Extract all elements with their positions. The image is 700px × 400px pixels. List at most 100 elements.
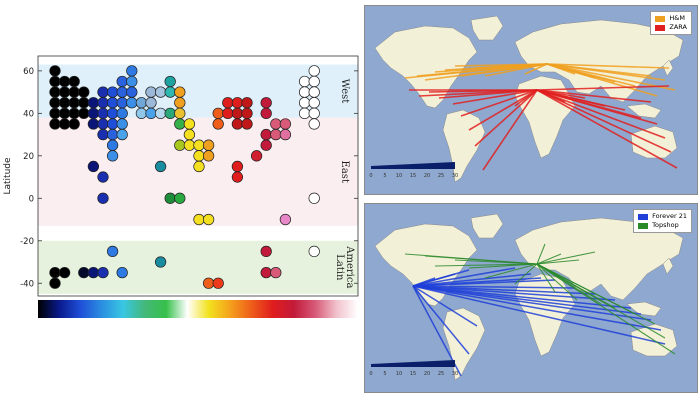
- scatter-point: [49, 277, 61, 289]
- scatter-point: [116, 107, 128, 119]
- scatter-point: [202, 150, 215, 162]
- flow-line: [460, 89, 538, 117]
- scatter-point: [97, 192, 109, 204]
- y-tick-label: 20: [23, 152, 34, 162]
- scatter-point: [231, 171, 244, 183]
- scatter-point: [174, 139, 186, 151]
- scatter-point: [174, 97, 186, 109]
- scatter-point: [49, 65, 61, 77]
- landmass-africa: [514, 273, 576, 357]
- scatter-point: [241, 107, 253, 119]
- y-tick-label: -20: [20, 237, 34, 247]
- scatter-point: [49, 75, 61, 88]
- scatter-point: [279, 128, 292, 141]
- landmass-eurasia: [514, 19, 684, 103]
- scatter-point: [154, 160, 167, 173]
- scatter-point: [58, 266, 71, 279]
- scatter-point: [183, 139, 196, 151]
- scatter-point: [126, 65, 138, 77]
- scatter-point: [49, 97, 61, 109]
- scatter-point: [97, 266, 109, 279]
- scale-tick-label: 10: [396, 371, 402, 377]
- scatter-point: [174, 86, 186, 98]
- flow-line: [514, 263, 538, 285]
- y-tick-label: -40: [20, 279, 34, 289]
- scatter-point: [231, 107, 244, 119]
- scatter-point: [270, 118, 282, 130]
- scatter-point: [212, 277, 224, 289]
- region-label-text: East: [339, 161, 350, 183]
- legend-item-topshop: Topshop: [638, 221, 687, 230]
- scatter-point: [87, 266, 100, 279]
- flow-line: [474, 89, 538, 147]
- landmass-southeast-asia: [626, 103, 662, 119]
- flow-line: [412, 267, 516, 287]
- scatter-point: [174, 192, 186, 204]
- scatter-point: [212, 118, 224, 130]
- region-label: West: [339, 79, 350, 104]
- y-tick-label: 60: [23, 67, 34, 77]
- scatter-point: [260, 107, 272, 119]
- flow-line: [438, 89, 538, 99]
- world-map-bottom: 0 5 10 15 20 25 30: [369, 213, 684, 381]
- scatter-point: [260, 97, 272, 109]
- scatter-point: [97, 107, 109, 119]
- scatter-point: [308, 107, 320, 119]
- scatter-point: [116, 128, 128, 141]
- scatter-point: [49, 86, 61, 98]
- scatter-point: [106, 139, 119, 151]
- scatter-point: [193, 213, 205, 226]
- scatter-point: [202, 277, 215, 289]
- legend-swatch-topshop: [638, 222, 649, 229]
- scale-tick-label: 25: [438, 371, 444, 377]
- flow-line: [412, 285, 652, 321]
- legend-label-topshop: Topshop: [652, 221, 679, 229]
- scatter-point: [308, 75, 320, 88]
- map-panel-hm-zara: 0 5 10 15 20 25 30 H&M ZARA: [364, 5, 698, 195]
- scatter-point: [145, 86, 157, 98]
- flow-line: [536, 263, 556, 293]
- scatter-point: [87, 160, 100, 173]
- scatter-point: [87, 97, 100, 109]
- scatter-point: [212, 107, 224, 119]
- region-label: East: [339, 161, 350, 183]
- region-band: [38, 240, 358, 294]
- flow-line: [524, 63, 548, 75]
- scatter-point: [68, 107, 80, 119]
- scale-tick-label: 5: [383, 371, 386, 377]
- flow-line: [536, 89, 652, 103]
- scatter-point: [106, 118, 119, 130]
- scatter-point: [116, 266, 128, 279]
- scatter-point: [202, 139, 215, 151]
- scatter-point: [116, 75, 128, 88]
- scale-bar: 0 5 10 15 20 25 30: [369, 162, 458, 179]
- scale-tick-labels: 0 5 10 15 20 25 30: [369, 371, 458, 377]
- scatter-point: [231, 118, 244, 130]
- scatter-point: [164, 192, 176, 204]
- scatter-point: [164, 86, 176, 98]
- scatter-point: [49, 107, 61, 119]
- y-axis-ticks: 60 40 20 0 -20 -40: [20, 67, 358, 289]
- legend-bottom: Forever 21 Topshop: [633, 209, 692, 233]
- scatter-point: [106, 107, 119, 119]
- scale-tick-label: 30: [452, 173, 458, 179]
- scatter-point: [58, 86, 71, 98]
- flow-line: [546, 63, 658, 97]
- scatter-point: [279, 118, 292, 130]
- scatter-point: [78, 107, 90, 119]
- scatter-point: [106, 245, 119, 258]
- legend-item-forever21: Forever 21: [638, 212, 687, 221]
- scale-tick-labels: 0 5 10 15 20 25 30: [369, 173, 458, 179]
- scale-tick-label: 5: [383, 173, 386, 179]
- scatter-point: [260, 245, 272, 258]
- landmass-southeast-asia: [626, 301, 662, 317]
- scatter-point: [87, 118, 100, 130]
- flow-line: [428, 89, 538, 93]
- flow-line: [536, 243, 546, 265]
- flow-line: [536, 253, 562, 265]
- scale-tick-label: 0: [369, 371, 372, 377]
- flow-line: [536, 89, 658, 125]
- scatter-point: [260, 266, 272, 279]
- scatter-point: [260, 128, 272, 141]
- map-panel-forever21-topshop: 0 5 10 15 20 25 30 Forever 21 Topshop: [364, 203, 698, 393]
